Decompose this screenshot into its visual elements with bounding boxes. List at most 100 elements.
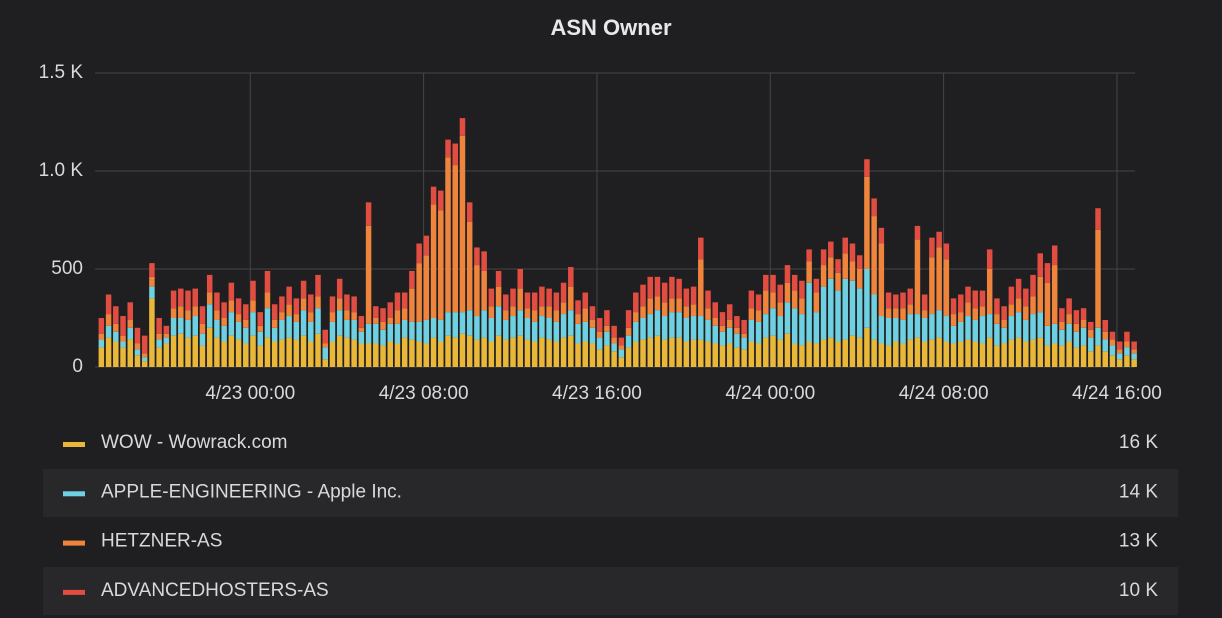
bar-segment (770, 335, 776, 367)
bar-segment (517, 288, 523, 311)
bar-segment (900, 308, 906, 320)
bar-segment (712, 318, 718, 326)
bar-segment (553, 341, 560, 367)
bar-segment (994, 314, 1000, 324)
bar-segment (900, 292, 906, 309)
bar-segment (358, 343, 365, 367)
bar-segment (763, 290, 769, 315)
bar-segment (849, 280, 856, 336)
bar-segment (452, 312, 458, 338)
bar-segment (387, 341, 393, 367)
bar-segment (206, 304, 213, 328)
bar-segment (705, 290, 711, 309)
bar-segment (835, 341, 841, 367)
bar-segment (1059, 329, 1065, 346)
bar-segment (141, 335, 148, 354)
bar-segment (921, 310, 928, 318)
bar-segment (430, 337, 437, 367)
bar-segment (1015, 337, 1022, 367)
bar-segment (120, 335, 126, 342)
bar-segment (856, 337, 863, 367)
bar-segment (719, 325, 726, 332)
bar-segment (625, 310, 632, 328)
bar-segment (950, 298, 957, 315)
bar-segment (589, 319, 596, 328)
bar-segment (582, 292, 588, 309)
bar-segment (979, 290, 986, 307)
bar-segment (748, 319, 755, 342)
bar-segment (351, 296, 357, 313)
bar-segment (105, 294, 112, 315)
bar-segment (481, 251, 487, 271)
bar-segment (228, 300, 235, 313)
bar-segment (531, 310, 538, 322)
bar-segment (763, 337, 769, 367)
bar-segment (654, 335, 661, 367)
bar-segment (503, 339, 509, 367)
bar-segment (676, 337, 682, 367)
bar-segment (654, 276, 661, 297)
bar-segment (755, 294, 762, 311)
bar-segment (315, 333, 321, 367)
bar-segment (640, 284, 646, 307)
bar-segment (799, 345, 805, 367)
y-tick-label: 1.5 K (39, 62, 84, 83)
legend-row-bg (43, 567, 1178, 615)
bar-segment (907, 288, 913, 305)
bar-segment (921, 294, 928, 311)
bar-segment (936, 231, 942, 248)
bar-segment (575, 300, 581, 315)
bar-segment (568, 310, 574, 336)
legend-total: 16 K (1119, 432, 1158, 453)
bar-segment (481, 270, 487, 311)
x-tick-label: 4/23 00:00 (205, 383, 295, 404)
bar-segment (972, 341, 978, 367)
bar-segment (647, 276, 653, 299)
bar-segment (416, 243, 422, 264)
bar-segment (98, 347, 105, 367)
bar-segment (481, 310, 487, 338)
legend-swatch (63, 589, 85, 595)
bar-segment (308, 312, 314, 322)
bar-segment (553, 310, 560, 322)
bar-segment (243, 319, 249, 328)
bar-segment (1066, 341, 1072, 367)
bar-segment (784, 282, 791, 303)
bar-segment (560, 337, 567, 367)
bar-segment (611, 351, 617, 367)
bar-segment (416, 321, 422, 342)
bar-segment (387, 302, 393, 318)
bar-segment (235, 339, 242, 367)
bar-segment (365, 343, 372, 367)
bar-segment (943, 316, 950, 342)
bar-segment (813, 278, 820, 293)
bar-segment (409, 270, 415, 289)
bar-segment (828, 241, 834, 258)
bar-segment (466, 202, 473, 222)
bar-segment (466, 221, 473, 311)
bar-segment (206, 274, 213, 293)
bar-segment (178, 288, 184, 307)
bar-segment (885, 345, 892, 367)
bar-segment (604, 325, 610, 332)
bar-segment (524, 318, 531, 340)
bar-segment (806, 341, 812, 367)
bar-segment (972, 308, 978, 320)
bar-segment (531, 292, 538, 311)
bar-segment (979, 316, 986, 344)
bar-segment (719, 331, 726, 346)
bar-segment (293, 321, 300, 340)
bar-segment (199, 333, 206, 346)
bar-segment (206, 292, 213, 305)
bar-segment (698, 339, 704, 367)
bar-segment (1051, 245, 1058, 266)
bar-segment (596, 331, 603, 338)
bar-segment (546, 306, 552, 318)
bar-segment (929, 257, 935, 315)
bar-segment (459, 118, 466, 136)
bar-segment (199, 345, 206, 367)
bar-segment (705, 308, 711, 320)
bar-segment (488, 306, 495, 318)
bar-segment (380, 321, 386, 330)
